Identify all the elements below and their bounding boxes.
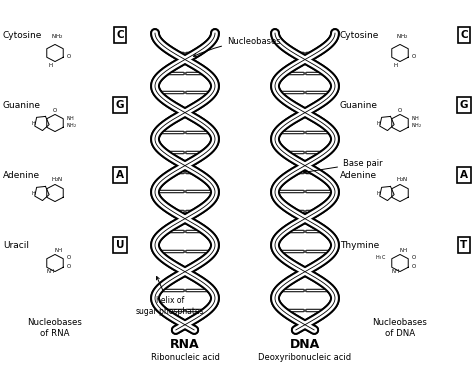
Text: H: H [49, 62, 53, 68]
Text: helix of
sugar-phosphates: helix of sugar-phosphates [136, 277, 204, 316]
Text: Nucleobases
of DNA: Nucleobases of DNA [373, 318, 428, 338]
Text: Adenine: Adenine [3, 170, 40, 180]
Text: $\mathregular{NH}$: $\mathregular{NH}$ [392, 266, 401, 274]
Text: $\mathregular{NH_2}$: $\mathregular{NH_2}$ [396, 33, 408, 42]
Text: C: C [460, 30, 468, 40]
Text: Nucleobases
of RNA: Nucleobases of RNA [27, 318, 82, 338]
Text: O: O [66, 54, 71, 59]
Text: $\mathregular{H_2N}$: $\mathregular{H_2N}$ [51, 175, 63, 184]
Text: O: O [411, 255, 416, 260]
Text: $\mathregular{NH}$: $\mathregular{NH}$ [399, 246, 409, 254]
Text: H: H [394, 62, 398, 68]
Text: Adenine: Adenine [340, 170, 377, 180]
Text: Nucleobases: Nucleobases [193, 37, 281, 56]
Text: $\mathregular{NH_2}$: $\mathregular{NH_2}$ [411, 121, 423, 130]
Text: $\mathregular{NH_2}$: $\mathregular{NH_2}$ [66, 121, 78, 130]
Text: RNA: RNA [170, 339, 200, 352]
Text: H: H [31, 121, 35, 126]
Text: O: O [411, 264, 416, 269]
Text: T: T [460, 240, 468, 250]
Text: C: C [116, 30, 124, 40]
Text: G: G [116, 100, 124, 110]
Text: Thymine: Thymine [340, 240, 379, 249]
Text: A: A [116, 170, 124, 180]
Text: DNA: DNA [290, 339, 320, 352]
Text: A: A [460, 170, 468, 180]
Text: O: O [66, 255, 71, 260]
Text: Guanine: Guanine [3, 101, 41, 110]
Text: O: O [53, 108, 57, 113]
Text: $\mathregular{NH_2}$: $\mathregular{NH_2}$ [51, 33, 63, 42]
Text: G: G [460, 100, 468, 110]
Text: Cytosine: Cytosine [340, 31, 379, 39]
Text: Cytosine: Cytosine [3, 31, 42, 39]
Text: $\mathregular{NH}$: $\mathregular{NH}$ [46, 266, 55, 274]
Text: Deoxyribonucleic acid: Deoxyribonucleic acid [258, 353, 352, 363]
Text: O: O [66, 264, 71, 269]
Text: $\mathregular{H_2N}$: $\mathregular{H_2N}$ [396, 175, 408, 184]
Text: Ribonucleic acid: Ribonucleic acid [151, 353, 219, 363]
Text: O: O [398, 108, 402, 113]
Text: H: H [31, 191, 35, 196]
Text: Base pair: Base pair [304, 158, 383, 174]
Text: O: O [411, 54, 416, 59]
Text: H: H [376, 191, 380, 196]
Text: $\mathregular{H_3C}$: $\mathregular{H_3C}$ [375, 253, 386, 262]
Text: H: H [376, 121, 380, 126]
Text: $\mathregular{NH}$: $\mathregular{NH}$ [411, 114, 420, 122]
Text: Uracil: Uracil [3, 240, 29, 249]
Text: U: U [116, 240, 124, 250]
Text: Guanine: Guanine [340, 101, 378, 110]
Text: $\mathregular{NH}$: $\mathregular{NH}$ [66, 114, 75, 122]
Text: $\mathregular{NH}$: $\mathregular{NH}$ [55, 246, 64, 254]
